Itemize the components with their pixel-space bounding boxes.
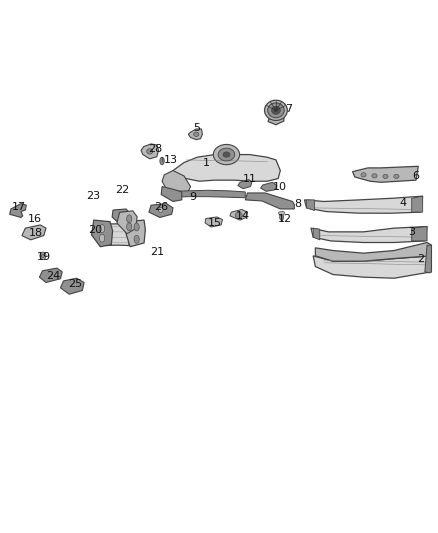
Polygon shape <box>412 196 423 212</box>
Text: 3: 3 <box>408 227 415 237</box>
Polygon shape <box>425 245 431 273</box>
Ellipse shape <box>213 144 240 165</box>
Ellipse shape <box>272 106 280 114</box>
Ellipse shape <box>394 174 399 179</box>
Text: 12: 12 <box>278 214 292 223</box>
Ellipse shape <box>278 211 285 215</box>
Polygon shape <box>353 166 418 182</box>
Ellipse shape <box>99 234 105 242</box>
Ellipse shape <box>127 215 132 223</box>
Ellipse shape <box>41 254 45 257</box>
Text: 23: 23 <box>86 191 100 201</box>
Polygon shape <box>22 225 46 240</box>
Polygon shape <box>112 209 131 226</box>
Ellipse shape <box>268 103 284 118</box>
Text: 13: 13 <box>164 155 178 165</box>
Text: 16: 16 <box>28 214 42 223</box>
Text: 7: 7 <box>286 104 293 114</box>
Text: 17: 17 <box>12 202 26 212</box>
Ellipse shape <box>40 252 46 260</box>
Polygon shape <box>245 193 294 209</box>
Text: 1: 1 <box>202 158 209 167</box>
Text: 18: 18 <box>29 229 43 238</box>
Ellipse shape <box>383 174 388 179</box>
Ellipse shape <box>279 214 284 221</box>
Polygon shape <box>307 200 314 211</box>
Polygon shape <box>162 171 191 193</box>
Polygon shape <box>141 144 159 159</box>
Polygon shape <box>92 220 113 247</box>
Polygon shape <box>313 228 320 240</box>
Text: 25: 25 <box>68 279 82 288</box>
Polygon shape <box>304 196 423 213</box>
Ellipse shape <box>265 100 287 120</box>
Text: 11: 11 <box>243 174 257 183</box>
Text: 22: 22 <box>116 185 130 195</box>
Ellipse shape <box>159 207 163 213</box>
Polygon shape <box>39 268 62 282</box>
Ellipse shape <box>160 157 164 165</box>
Polygon shape <box>261 182 277 191</box>
Text: 6: 6 <box>413 171 420 181</box>
Polygon shape <box>117 211 137 234</box>
Text: 24: 24 <box>46 271 60 281</box>
Polygon shape <box>188 129 202 140</box>
Ellipse shape <box>218 148 235 161</box>
Polygon shape <box>315 243 431 261</box>
Polygon shape <box>171 155 280 181</box>
Ellipse shape <box>274 109 278 112</box>
Ellipse shape <box>372 174 377 178</box>
Text: 14: 14 <box>236 211 250 221</box>
Polygon shape <box>126 220 145 247</box>
Polygon shape <box>149 204 173 217</box>
Polygon shape <box>268 110 284 125</box>
Polygon shape <box>60 278 84 294</box>
Text: 26: 26 <box>154 202 168 212</box>
Ellipse shape <box>147 149 153 154</box>
Polygon shape <box>238 180 252 189</box>
Text: 10: 10 <box>273 182 287 191</box>
Polygon shape <box>230 209 247 220</box>
Text: 15: 15 <box>208 218 222 228</box>
Polygon shape <box>105 224 130 246</box>
Ellipse shape <box>235 212 242 219</box>
Text: 4: 4 <box>399 198 406 207</box>
Text: 9: 9 <box>189 192 196 202</box>
Ellipse shape <box>134 235 139 243</box>
Polygon shape <box>10 204 26 217</box>
Polygon shape <box>205 217 223 227</box>
Ellipse shape <box>134 223 139 231</box>
Text: 5: 5 <box>194 123 201 133</box>
Polygon shape <box>173 190 245 198</box>
Ellipse shape <box>99 224 105 232</box>
Text: 28: 28 <box>148 144 162 154</box>
Polygon shape <box>313 256 431 278</box>
Text: 2: 2 <box>417 254 424 263</box>
Polygon shape <box>311 227 427 243</box>
Polygon shape <box>412 227 427 241</box>
Text: 8: 8 <box>294 199 301 209</box>
Ellipse shape <box>361 173 366 177</box>
Text: 19: 19 <box>37 252 51 262</box>
Ellipse shape <box>127 223 132 231</box>
Text: 20: 20 <box>88 225 102 235</box>
Ellipse shape <box>223 152 230 157</box>
Ellipse shape <box>194 132 199 136</box>
Text: 21: 21 <box>151 247 165 257</box>
Polygon shape <box>161 187 182 201</box>
